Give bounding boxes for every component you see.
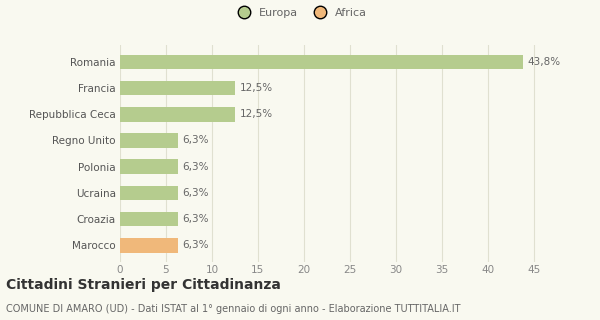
Text: 6,3%: 6,3% [182,214,209,224]
Bar [120,81,235,95]
Bar [120,107,235,122]
Text: Cittadini Stranieri per Cittadinanza: Cittadini Stranieri per Cittadinanza [6,278,281,292]
Text: 6,3%: 6,3% [182,188,209,198]
Bar [120,159,178,174]
Bar [120,212,178,226]
Bar [120,186,178,200]
Bar [120,55,523,69]
Text: 6,3%: 6,3% [182,240,209,250]
Bar [120,238,178,252]
Bar [120,133,178,148]
Text: 6,3%: 6,3% [182,162,209,172]
Text: 12,5%: 12,5% [239,83,272,93]
Text: 43,8%: 43,8% [527,57,560,67]
Text: 6,3%: 6,3% [182,135,209,146]
Legend: Europa, Africa: Europa, Africa [231,5,369,20]
Text: 12,5%: 12,5% [239,109,272,119]
Text: COMUNE DI AMARO (UD) - Dati ISTAT al 1° gennaio di ogni anno - Elaborazione TUTT: COMUNE DI AMARO (UD) - Dati ISTAT al 1° … [6,304,461,314]
